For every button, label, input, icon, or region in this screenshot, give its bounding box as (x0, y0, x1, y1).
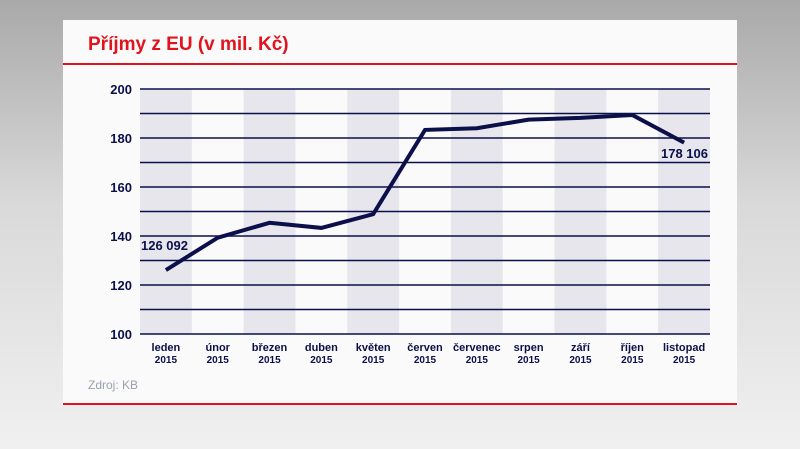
data-label-last: 178 106 (661, 146, 708, 161)
x-tick-label: leden (152, 342, 181, 354)
x-tick-label: 2015 (569, 355, 592, 366)
x-tick-label: 2015 (258, 355, 281, 366)
x-tick-label: říjen (621, 342, 645, 354)
y-tick-label: 180 (110, 131, 132, 146)
x-tick-label: 2015 (466, 355, 489, 366)
y-tick-label: 120 (110, 278, 132, 293)
x-tick-label: 2015 (362, 355, 385, 366)
x-tick-label: únor (206, 342, 231, 354)
y-tick-label: 140 (110, 229, 132, 244)
y-tick-label: 160 (110, 180, 132, 195)
title-divider (63, 63, 737, 65)
y-tick-label: 200 (110, 82, 132, 97)
x-tick-label: 2015 (310, 355, 333, 366)
x-tick-label: 2015 (621, 355, 644, 366)
x-tick-label: 2015 (207, 355, 230, 366)
x-tick-label: březen (252, 342, 288, 354)
x-tick-label: 2015 (518, 355, 541, 366)
x-tick-label: květen (356, 342, 391, 354)
chart-title: Příjmy z EU (v mil. Kč) (88, 34, 289, 55)
x-tick-label: září (571, 342, 591, 354)
bottom-divider (63, 403, 737, 405)
x-tick-label: duben (305, 342, 338, 354)
x-tick-label: 2015 (155, 355, 178, 366)
source-label: Zdroj: KB (88, 378, 139, 392)
x-tick-label: 2015 (673, 355, 696, 366)
x-tick-label: listopad (663, 342, 705, 354)
x-tick-label: srpen (514, 342, 544, 354)
x-tick-label: červen (407, 342, 443, 354)
y-tick-label: 100 (110, 327, 132, 342)
x-tick-label: 2015 (414, 355, 437, 366)
data-label-first: 126 092 (141, 238, 188, 253)
x-tick-label: červenec (453, 342, 501, 354)
